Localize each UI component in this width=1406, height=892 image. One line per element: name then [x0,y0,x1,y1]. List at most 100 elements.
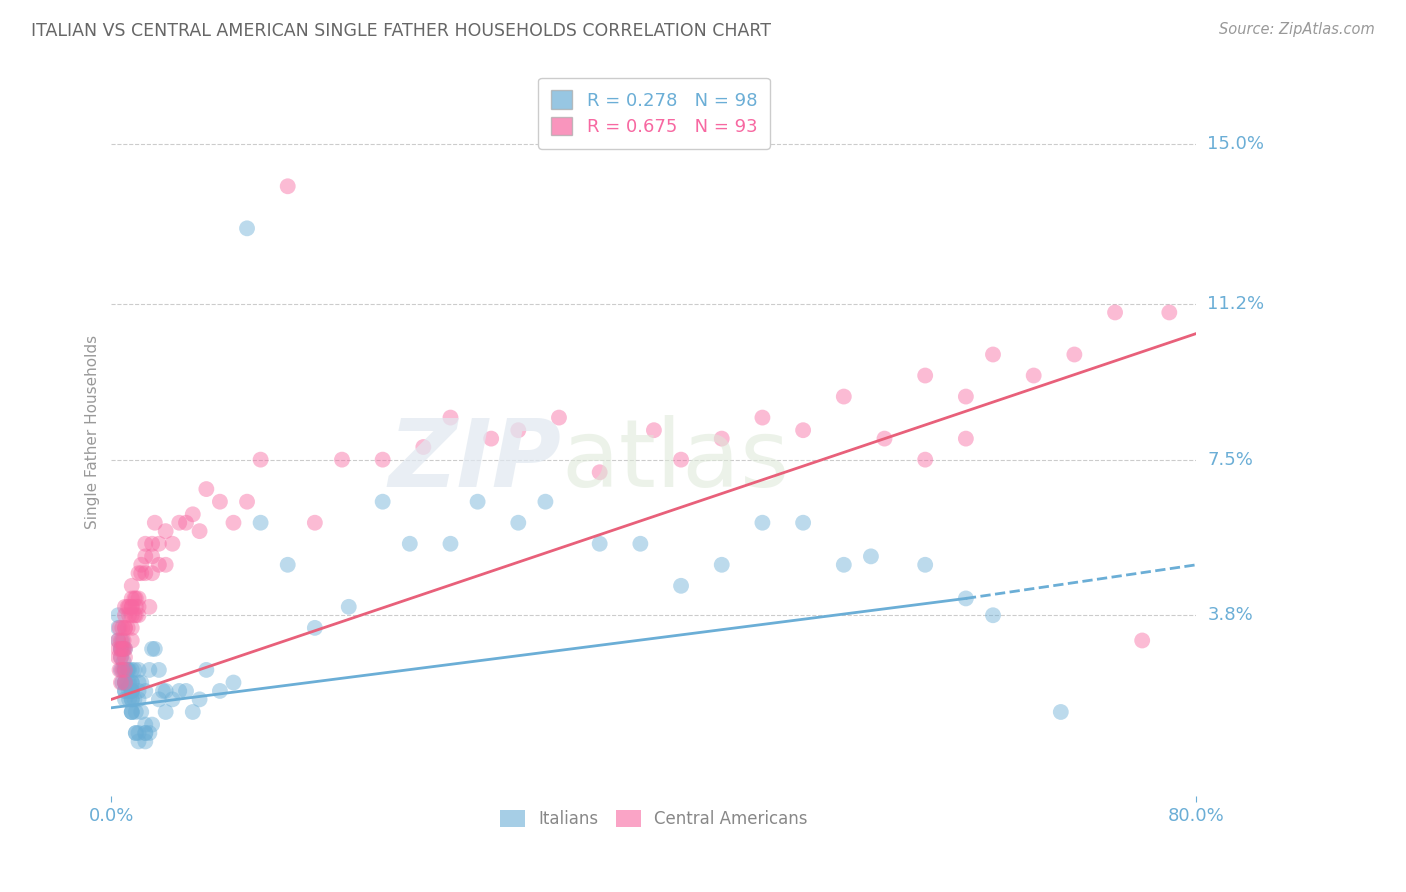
Point [304,516,326,530]
Point [110,641,132,656]
Point [117,675,139,690]
Point [134,537,156,551]
Point [138,663,160,677]
Point [112,663,135,677]
Point [134,734,156,748]
Point [1130,633,1153,648]
Point [548,410,571,425]
Point [277,558,299,572]
Point [955,432,977,446]
Point [751,410,773,425]
Point [371,494,394,508]
Point [112,641,135,656]
Point [128,608,150,623]
Point [873,432,896,446]
Point [117,621,139,635]
Point [222,675,245,690]
Point [124,608,146,623]
Point [508,423,530,437]
Point [121,579,143,593]
Point [107,621,129,635]
Point [1022,368,1045,383]
Point [125,591,148,606]
Point [124,663,146,677]
Point [121,692,143,706]
Point [337,599,360,614]
Point [121,684,143,698]
Text: Source: ZipAtlas.com: Source: ZipAtlas.com [1219,22,1375,37]
Point [981,347,1004,361]
Point [162,692,184,706]
Point [121,705,143,719]
Point [330,452,353,467]
Point [118,692,141,706]
Point [162,537,184,551]
Point [114,675,136,690]
Text: ITALIAN VS CENTRAL AMERICAN SINGLE FATHER HOUSEHOLDS CORRELATION CHART: ITALIAN VS CENTRAL AMERICAN SINGLE FATHE… [31,22,770,40]
Point [859,549,882,564]
Point [955,591,977,606]
Point [114,663,136,677]
Point [148,537,170,551]
Point [118,684,141,698]
Point [128,684,150,698]
Point [125,599,148,614]
Point [124,591,146,606]
Point [134,566,156,581]
Legend: Italians, Central Americans: Italians, Central Americans [494,804,814,835]
Point [117,599,139,614]
Point [669,452,692,467]
Point [110,650,132,665]
Text: 7.5%: 7.5% [1208,450,1253,468]
Point [138,726,160,740]
Point [108,663,131,677]
Point [467,494,489,508]
Point [792,423,814,437]
Point [208,494,231,508]
Point [110,675,132,690]
Point [304,621,326,635]
Point [155,684,177,698]
Point [955,390,977,404]
Point [114,692,136,706]
Point [832,558,855,572]
Point [107,608,129,623]
Point [112,641,135,656]
Point [114,599,136,614]
Point [114,684,136,698]
Point [107,641,129,656]
Point [121,608,143,623]
Point [121,663,143,677]
Point [669,579,692,593]
Point [125,705,148,719]
Point [1159,305,1181,319]
Point [107,633,129,648]
Point [121,591,143,606]
Point [128,566,150,581]
Point [134,684,156,698]
Point [181,508,204,522]
Point [129,566,152,581]
Point [121,705,143,719]
Point [148,558,170,572]
Point [128,692,150,706]
Point [155,558,177,572]
Point [110,641,132,656]
Point [111,633,134,648]
Point [121,675,143,690]
Point [110,641,132,656]
Text: 15.0%: 15.0% [1208,136,1264,153]
Text: 3.8%: 3.8% [1208,607,1253,624]
Point [167,684,190,698]
Point [117,663,139,677]
Point [128,734,150,748]
Point [111,621,134,635]
Point [188,692,211,706]
Point [589,537,612,551]
Point [398,537,420,551]
Point [112,655,135,669]
Point [589,465,612,479]
Point [134,549,156,564]
Point [148,663,170,677]
Point [208,684,231,698]
